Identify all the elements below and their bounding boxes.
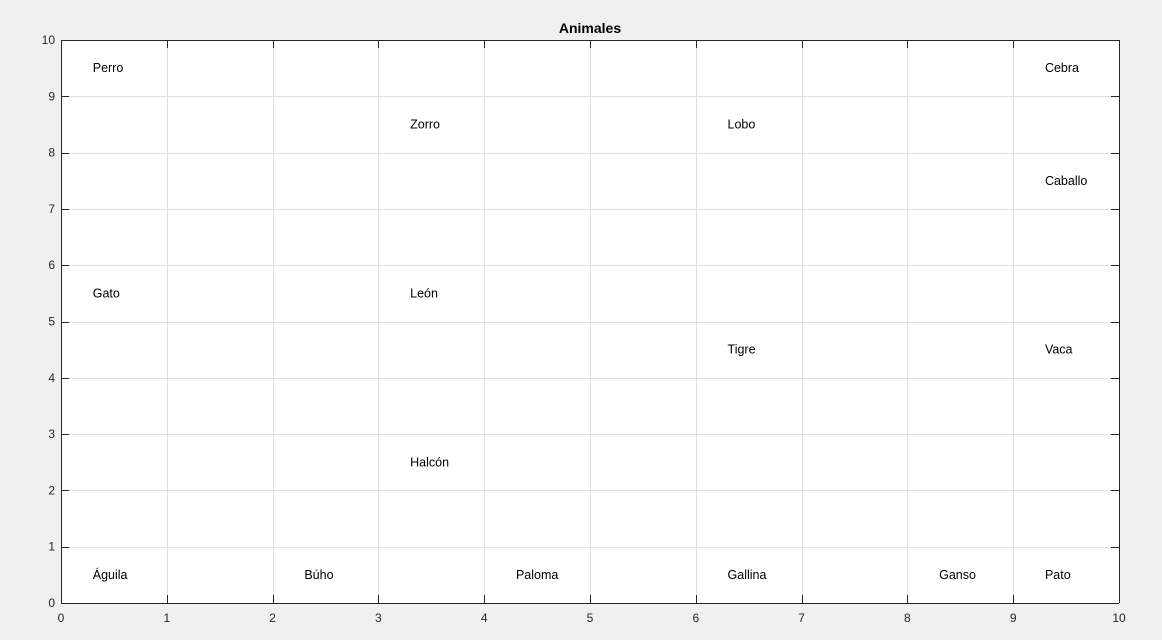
x-tick-label: 5 — [587, 611, 594, 625]
annotation-label: Gato — [93, 286, 120, 300]
annotation-label: Perro — [93, 61, 124, 75]
x-tick-label: 3 — [375, 611, 382, 625]
annotation-label: Vaca — [1045, 343, 1073, 357]
x-tick-label: 8 — [904, 611, 911, 625]
x-tick-label: 4 — [481, 611, 488, 625]
chart-title: Animales — [559, 20, 621, 36]
annotation-label: Paloma — [516, 568, 558, 582]
x-tick-label: 10 — [1112, 611, 1126, 625]
x-tick-label: 1 — [163, 611, 170, 625]
annotation-label: Pato — [1045, 568, 1071, 582]
y-tick-label: 9 — [48, 89, 55, 103]
annotation-label: Cebra — [1045, 61, 1079, 75]
annotation-label: Halcón — [410, 455, 449, 469]
x-tick-label: 9 — [1010, 611, 1017, 625]
annotation-label: Gallina — [728, 568, 767, 582]
annotation-label: Lobo — [728, 117, 756, 131]
annotations: Perro Zorro Lobo Cebra Caballo Gato León Tigre V… — [93, 61, 1088, 582]
annotation-label: Ganso — [939, 568, 976, 582]
annotation-label: Búho — [304, 568, 333, 582]
y-tick-label: 5 — [48, 315, 55, 329]
y-tick-label: 4 — [48, 371, 55, 385]
y-tick-label: 8 — [48, 146, 55, 160]
y-tick-label: 0 — [48, 596, 55, 610]
y-tick-label: 7 — [48, 202, 55, 216]
x-tick-label: 2 — [269, 611, 276, 625]
ticks — [61, 40, 1120, 604]
y-tick-label: 10 — [42, 33, 56, 47]
y-tick-label: 6 — [48, 258, 55, 272]
x-tick-label: 0 — [58, 611, 65, 625]
x-tick-label: 7 — [798, 611, 805, 625]
annotation-label: León — [410, 286, 438, 300]
annotation-label: Zorro — [410, 117, 440, 131]
y-tick-label: 3 — [48, 427, 55, 441]
annotation-label: Águila — [93, 567, 128, 582]
tick-labels: 0 1 2 3 4 5 6 7 8 9 10 0 1 2 3 4 5 6 7 8 9 10 — [42, 33, 1126, 625]
y-tick-label: 2 — [48, 483, 55, 497]
x-tick-label: 6 — [692, 611, 699, 625]
y-tick-label: 1 — [48, 540, 55, 554]
annotation-label: Tigre — [728, 343, 756, 357]
annotation-label: Caballo — [1045, 174, 1087, 188]
